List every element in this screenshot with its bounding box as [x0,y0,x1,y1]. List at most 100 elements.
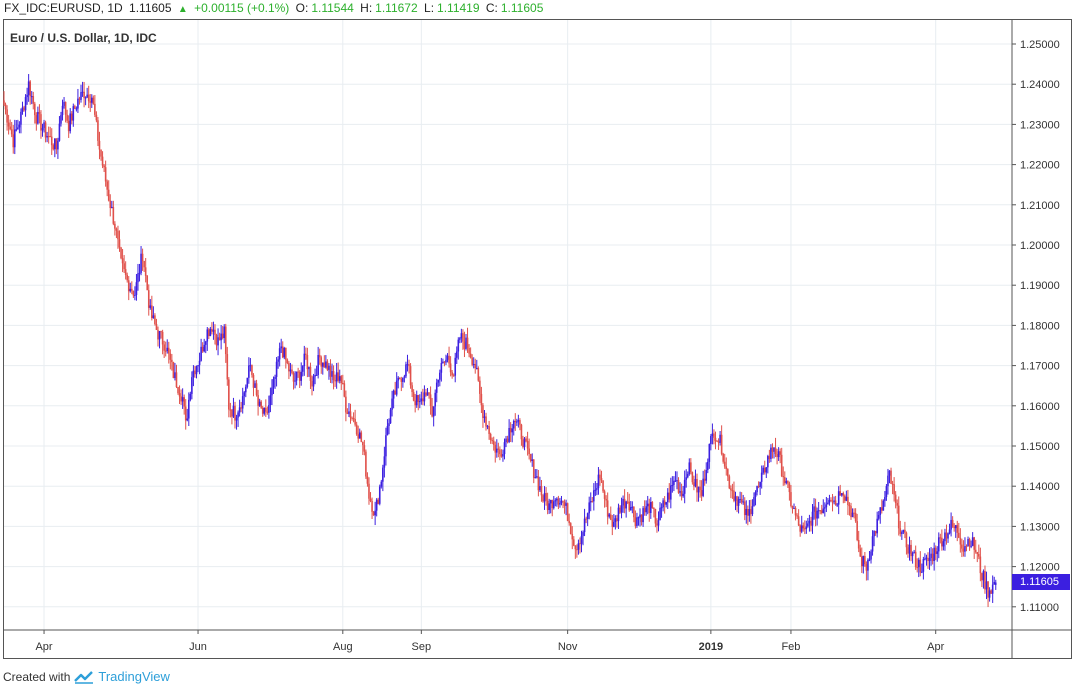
candle-body [321,362,324,367]
candle-body [733,490,735,501]
candle-body [616,518,618,522]
candle-body [879,507,882,515]
candle-body [388,423,390,427]
candle-body [848,505,851,507]
candle-body [690,462,692,473]
candle-body [559,502,561,505]
candle-body [813,506,815,512]
candle-body [682,493,684,497]
candle-body [723,461,726,467]
tradingview-brand[interactable]: TradingView [98,669,170,684]
candle-body [897,505,900,529]
candle-body [30,96,33,98]
candle-body [964,546,966,552]
candle-body [285,347,287,360]
candle-body [232,405,235,417]
candle-body [186,418,189,421]
candle-body [552,501,555,509]
candle-body [968,539,971,547]
candle-body [694,478,697,487]
candle-body [228,379,230,410]
y-tick-label: 1.12000 [1020,562,1060,574]
candle-body [431,406,433,417]
candle-body [343,383,346,397]
candle-body [961,544,963,549]
candle-body [479,380,481,394]
candle-body [820,510,823,513]
candle-body [580,535,583,544]
candle-body [92,97,95,104]
candle-body [172,362,175,378]
candle-body [317,354,319,375]
candle-body [47,136,50,138]
candle-body [965,546,968,548]
candle-body [748,509,751,516]
candle-body [699,486,701,491]
candle-body [676,480,678,482]
candle-body [394,390,396,395]
candle-body [600,478,603,481]
candle-body [442,361,444,364]
candle-body [737,499,740,506]
close-label: C: [485,1,498,15]
candle-body [55,138,58,150]
candle-body [854,512,857,522]
candle-body [545,493,547,501]
candle-body [144,267,147,276]
candle-body [46,136,48,138]
candle-body [591,501,594,503]
candle-body [160,331,162,333]
candle-body [871,536,874,552]
candle-body [556,498,558,501]
candle-body [512,420,515,429]
candle-body [896,502,898,506]
candle-body [656,523,658,526]
candle-body [856,521,858,541]
candle-body [337,372,339,381]
candle-body [543,493,546,502]
candle-body [754,492,757,498]
candle-body [976,552,979,555]
x-tick-label: Nov [558,641,578,653]
candle-body [839,491,842,496]
candle-body [608,514,611,517]
candle-body [593,490,595,502]
candle-body [283,347,286,358]
last-price: 1.11605 [129,1,172,15]
candle-body [844,495,846,501]
candle-body [289,369,292,372]
candle-body [69,113,72,132]
candle-body [483,416,486,419]
candle-body [828,499,831,503]
candle-body [460,333,463,339]
candle-body [383,456,386,468]
x-tick-label: Sep [412,641,432,653]
candle-body [95,114,98,121]
candle-body [881,507,883,511]
candle-body [277,359,279,362]
candle-body [326,361,329,370]
candle-body [32,96,35,104]
candle-body [933,547,935,562]
candle-body [893,484,895,495]
candle-body [200,346,202,361]
x-tick-label: Jun [189,641,207,653]
candle-body [443,361,446,363]
candle-body [660,507,663,509]
candle-body [691,472,694,483]
candle-body [851,512,854,518]
candle-body [740,498,743,503]
candle-body [382,467,384,482]
candle-body [788,483,791,493]
candle-body [614,518,617,522]
candle-body [398,377,401,380]
candle-body [842,493,845,496]
candle-body [386,426,389,436]
candle-body [132,290,135,296]
candle-body [562,500,564,502]
candle-body [631,506,634,508]
candle-body [677,480,680,493]
candle-body [20,111,22,125]
candle-body [605,498,607,501]
